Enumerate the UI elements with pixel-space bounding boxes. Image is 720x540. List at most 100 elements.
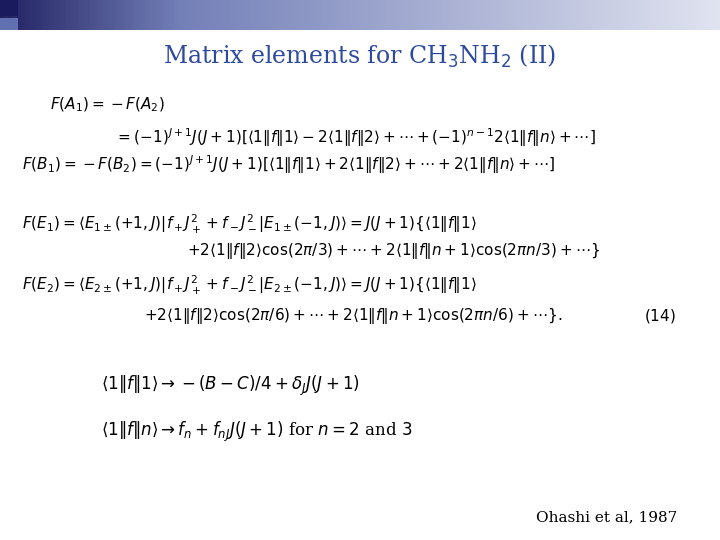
Bar [480, 0, 484, 30]
Bar [595, 0, 599, 30]
Bar [456, 0, 460, 30]
Bar [670, 0, 673, 30]
Bar [142, 0, 145, 30]
Bar [475, 0, 479, 30]
Bar [396, 0, 400, 30]
Bar [684, 0, 688, 30]
Bar [235, 0, 239, 30]
Bar [319, 0, 323, 30]
Bar [425, 0, 428, 30]
Bar [192, 0, 196, 30]
Bar [117, 0, 122, 30]
Bar [149, 0, 153, 30]
Bar [281, 0, 284, 30]
Bar [139, 0, 143, 30]
Bar [19, 0, 23, 30]
Bar [444, 0, 448, 30]
Bar [470, 0, 474, 30]
Bar [564, 0, 568, 30]
Bar [612, 0, 616, 30]
Bar [415, 0, 419, 30]
Bar [346, 0, 349, 30]
Bar [333, 0, 338, 30]
Bar [103, 0, 107, 30]
Bar [353, 0, 356, 30]
Bar [545, 0, 549, 30]
Bar [696, 0, 700, 30]
Bar [518, 0, 522, 30]
Bar [276, 0, 280, 30]
Bar [679, 0, 683, 30]
Bar [708, 0, 712, 30]
Bar [9, 0, 14, 30]
Bar [163, 0, 167, 30]
Bar [358, 0, 361, 30]
Bar [41, 0, 45, 30]
Bar [207, 0, 210, 30]
Bar [504, 0, 508, 30]
Bar [614, 0, 618, 30]
Bar [540, 0, 544, 30]
Bar [626, 0, 630, 30]
Bar [538, 0, 541, 30]
Bar [153, 0, 158, 30]
Bar [120, 0, 124, 30]
Bar [410, 0, 414, 30]
Bar [67, 0, 71, 30]
Bar [214, 0, 217, 30]
Bar [127, 0, 131, 30]
Bar [451, 0, 455, 30]
Bar [691, 0, 695, 30]
Bar [312, 0, 316, 30]
Bar [250, 0, 253, 30]
Bar [521, 0, 525, 30]
Bar [365, 0, 369, 30]
Bar [324, 0, 328, 30]
Bar [221, 0, 225, 30]
Bar [178, 0, 181, 30]
Bar [662, 0, 666, 30]
Text: Ohashi et al, 1987: Ohashi et al, 1987 [536, 510, 677, 524]
Bar [326, 0, 330, 30]
Bar [499, 0, 503, 30]
Text: $+ 2\langle 1\|f\|2\rangle\cos(2\pi/6) + \cdots + 2\langle 1\|f\|n+1\rangle\cos(: $+ 2\langle 1\|f\|2\rangle\cos(2\pi/6) +… [144, 306, 562, 326]
Bar [621, 0, 626, 30]
Bar [238, 0, 241, 30]
Bar [261, 0, 266, 30]
Bar [108, 0, 112, 30]
Bar [74, 0, 78, 30]
Bar [216, 0, 220, 30]
Bar [655, 0, 659, 30]
Bar [36, 0, 40, 30]
Bar [585, 0, 590, 30]
Text: $F(E_2) = \langle E_{2\pm}(+1,J)|f_+ J_+^2 + f_- J_-^2|E_{2\pm}(-1,J)\rangle = J: $F(E_2) = \langle E_{2\pm}(+1,J)|f_+ J_+… [22, 274, 477, 296]
Bar [387, 0, 390, 30]
Bar [374, 0, 378, 30]
Bar [377, 0, 381, 30]
Bar [0, 18, 18, 30]
Text: Matrix elements for CH$_3$NH$_2$ (II): Matrix elements for CH$_3$NH$_2$ (II) [163, 43, 557, 70]
Bar [492, 0, 496, 30]
Bar [420, 0, 424, 30]
Bar [603, 0, 606, 30]
Bar [686, 0, 690, 30]
Bar [182, 0, 186, 30]
Bar [48, 0, 52, 30]
Bar [286, 0, 289, 30]
Bar [297, 0, 302, 30]
Bar [310, 0, 313, 30]
Bar [295, 0, 299, 30]
Bar [223, 0, 227, 30]
Bar [533, 0, 536, 30]
Bar [693, 0, 698, 30]
Bar [427, 0, 431, 30]
Bar [468, 0, 472, 30]
Bar [341, 0, 345, 30]
Bar [233, 0, 237, 30]
Bar [408, 0, 412, 30]
Bar [547, 0, 551, 30]
Bar [711, 0, 714, 30]
Bar [12, 0, 16, 30]
Bar [307, 0, 311, 30]
Bar [698, 0, 702, 30]
